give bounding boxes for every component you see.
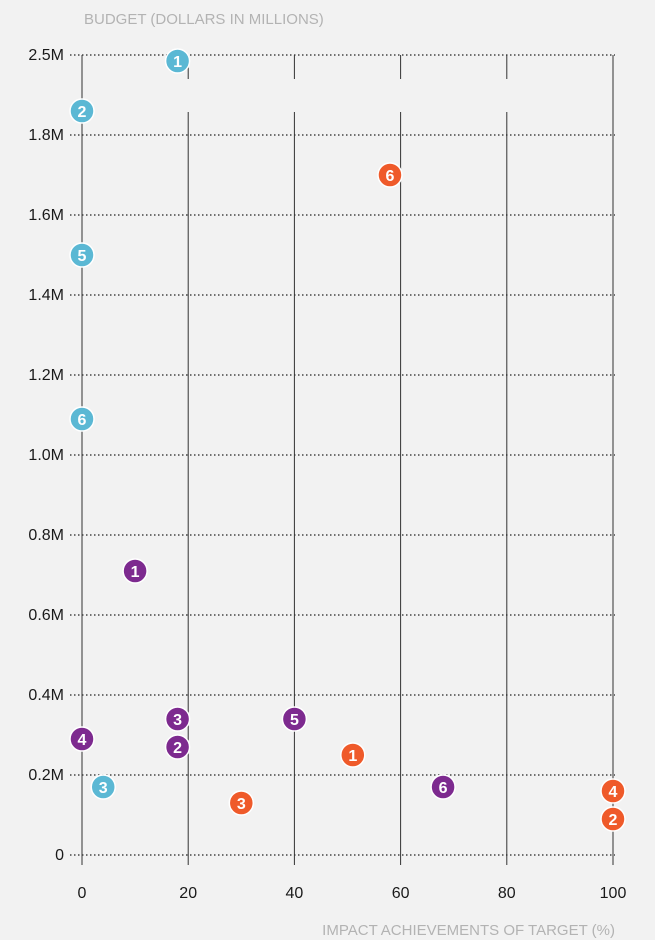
y-tick-label: 0.6M — [28, 607, 64, 624]
data-point — [430, 774, 456, 800]
axis-layer: 0 0.2M 0.4M 0.6M 0.8M 1.0M 1.2M 1.4M 1.6M 1.8M 2.5… — [28, 47, 626, 902]
data-point-label: 1 — [173, 54, 182, 71]
grid-layer — [70, 54, 615, 865]
data-point — [281, 706, 308, 732]
data-point-label: 3 — [237, 796, 246, 813]
data-point — [600, 778, 626, 804]
data-point — [69, 98, 95, 124]
data-point-label: 6 — [78, 412, 87, 429]
y-tick-label: 0.8M — [28, 527, 64, 544]
data-point — [122, 558, 148, 584]
data-point-label: 6 — [386, 168, 395, 185]
data-point — [600, 806, 626, 832]
data-point-label: 2 — [173, 740, 182, 757]
y-tick-label: 1.8M — [28, 127, 64, 144]
y-tick-label: 0 — [55, 847, 64, 864]
y-tick-label: 1.2M — [28, 367, 64, 384]
y-axis-title: BUDGET (DOLLARS IN MILLIONS) — [84, 11, 324, 28]
data-point — [164, 48, 191, 74]
data-point-label: 4 — [78, 732, 87, 749]
data-point — [377, 162, 403, 188]
x-axis-title: IMPACT ACHIEVEMENTS OF TARGET (%) — [322, 922, 615, 939]
y-tick-label: 0.2M — [28, 767, 64, 784]
y-tick-label: 1.6M — [28, 207, 64, 224]
data-point — [228, 790, 255, 816]
data-point-label: 5 — [290, 712, 299, 729]
x-tick-label: 40 — [286, 885, 304, 902]
x-tick-label: 60 — [392, 885, 410, 902]
data-point-label: 1 — [131, 564, 140, 581]
data-point-label: 2 — [78, 104, 87, 121]
data-point — [164, 706, 191, 732]
data-point-label: 3 — [99, 780, 108, 797]
x-tick-label: 80 — [498, 885, 516, 902]
x-tick-label: 20 — [179, 885, 197, 902]
data-point — [340, 742, 366, 768]
data-point — [69, 406, 95, 432]
data-point-label: 1 — [348, 748, 357, 765]
data-point-label: 4 — [609, 784, 618, 801]
data-point-label: 3 — [173, 712, 182, 729]
data-point — [69, 726, 95, 752]
data-point — [69, 242, 95, 268]
data-point — [90, 774, 116, 800]
data-point-label: 6 — [439, 780, 448, 797]
x-tick-label: 100 — [600, 885, 627, 902]
data-point-label: 5 — [78, 248, 87, 265]
point-layer: 1 2 3 5 6 1 2 3 4 5 6 1 2 3 4 6 — [69, 48, 626, 832]
x-tick-label: 0 — [78, 885, 87, 902]
y-tick-label: 1.0M — [28, 447, 64, 464]
data-point — [164, 734, 191, 760]
y-tick-label: 0.4M — [28, 687, 64, 704]
y-tick-label: 1.4M — [28, 287, 64, 304]
data-point-label: 2 — [609, 812, 618, 829]
y-tick-label: 2.5M — [28, 47, 64, 64]
